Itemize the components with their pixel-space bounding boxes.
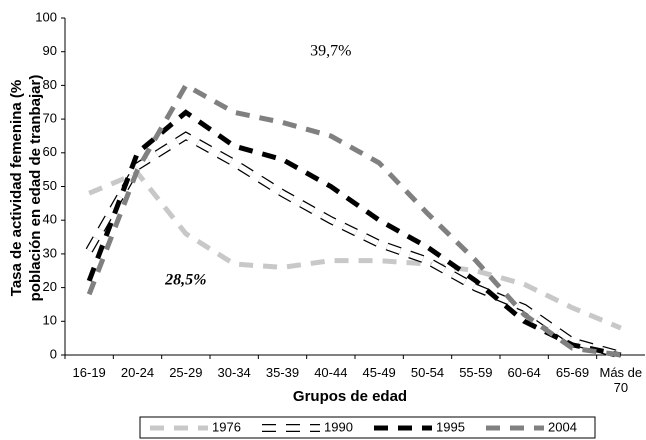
y-tick-label: 40: [43, 212, 57, 227]
annotation: 28,5%: [164, 272, 206, 289]
y-tick-label: 60: [43, 144, 57, 159]
y-tick-label: 0: [50, 346, 57, 361]
y-tick-label: 30: [43, 245, 57, 260]
x-tick-label: Más de 70: [599, 365, 643, 395]
x-axis-title: Grupos de edad: [293, 388, 407, 405]
y-axis-title: Tasa de actividad femenina (% población e…: [8, 75, 44, 302]
legend-label: 1995: [436, 419, 465, 434]
series-line: [88, 169, 622, 331]
y-tick-label: 50: [43, 178, 57, 193]
series-line: [86, 109, 622, 358]
annotation: 39,7%: [310, 42, 351, 59]
series-line: [86, 82, 622, 358]
y-tick-label: 80: [43, 77, 57, 92]
y-tick-label: 20: [43, 279, 57, 294]
legend-label: 1976: [212, 419, 241, 434]
legend-label: 1990: [324, 419, 353, 434]
x-tick-label: 30-34: [217, 365, 251, 380]
x-tick-label: 55-59: [459, 365, 493, 380]
x-tick-label: 40-44: [314, 365, 348, 380]
legend-box: [139, 416, 596, 439]
x-tick-label: 16-19: [72, 365, 106, 380]
series-line: [86, 132, 622, 358]
x-tick-label: 45-49: [362, 365, 396, 380]
y-tick-label: 100: [35, 9, 57, 24]
y-tick-label: 10: [43, 313, 57, 328]
x-tick-label: 60-64: [507, 365, 541, 380]
legend-label: 2004: [548, 419, 577, 434]
x-tick-label: 50-54: [410, 365, 445, 380]
x-tick-label: 25-29: [169, 365, 203, 380]
x-tick-label: 20-24: [120, 365, 155, 380]
x-tick-label: 35-39: [265, 365, 300, 380]
y-tick-label: 70: [43, 111, 57, 126]
x-tick-label: 65-69: [555, 365, 590, 380]
y-tick-label: 90: [43, 43, 57, 58]
